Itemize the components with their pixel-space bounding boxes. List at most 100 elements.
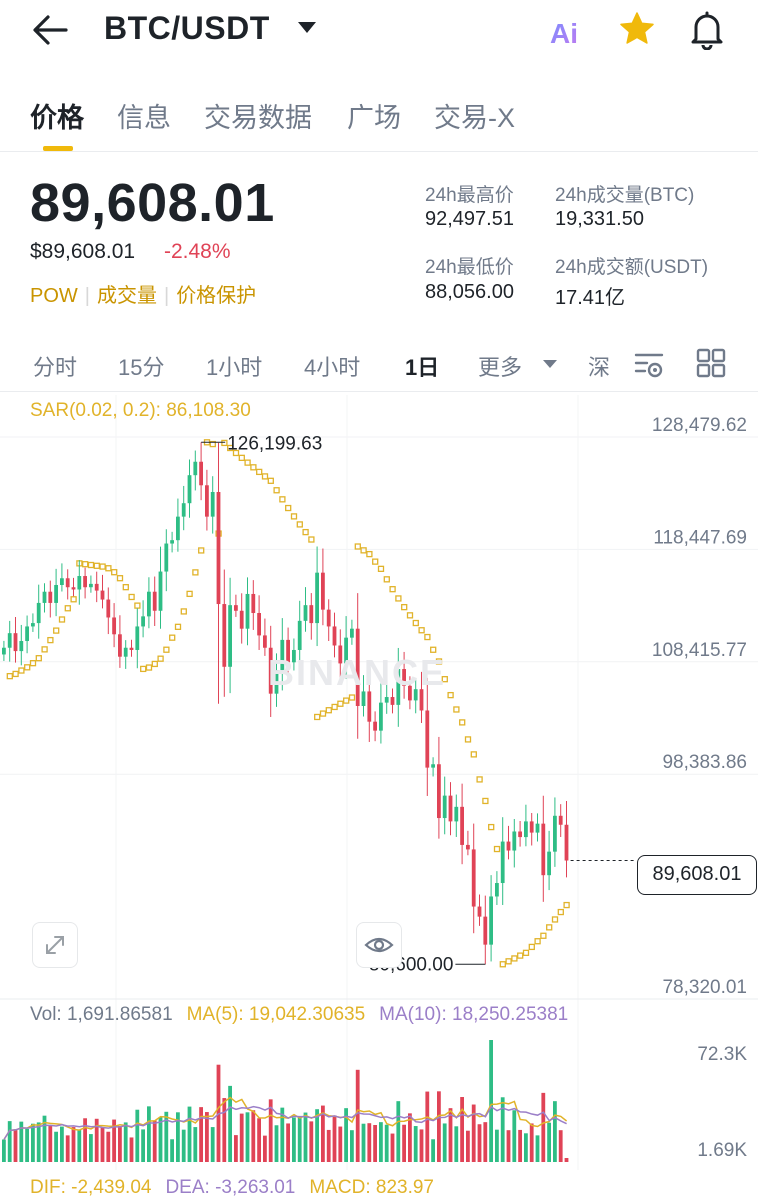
sar-dot (227, 444, 234, 452)
interval-1d[interactable]: 1日 (405, 355, 440, 380)
volume-bar (309, 1121, 314, 1162)
interval-more[interactable]: 更多 (478, 355, 523, 380)
volume-ma-lines (3, 1096, 568, 1140)
candle-body (344, 637, 348, 664)
candle-body (413, 689, 418, 701)
volume-bar (495, 1129, 499, 1162)
price-axis: 128,479.62 118,447.69 108,415.77 98,383.86 7… (652, 415, 747, 1161)
volume-bar (408, 1113, 412, 1162)
star-icon[interactable] (618, 10, 656, 48)
sar-dot (337, 700, 344, 707)
sar-dot (389, 586, 396, 593)
interval-depth[interactable]: 深 (588, 355, 611, 380)
volume-bar (535, 1135, 540, 1162)
volume-bar (257, 1118, 261, 1162)
ai-icon[interactable]: Ai (548, 14, 588, 48)
candle-body (367, 691, 372, 722)
volume-bar (141, 1129, 145, 1162)
interval-timeline[interactable]: 分时 (33, 355, 78, 380)
volume-bar (280, 1107, 285, 1162)
stat-low-value: 88,056.00 (425, 281, 514, 303)
volume-bar (512, 1110, 517, 1162)
sar-dot (557, 908, 564, 916)
candle-body (332, 626, 337, 646)
tab-square[interactable]: 广场 (347, 103, 401, 133)
sar-dot (424, 633, 431, 641)
sar-dot (290, 513, 298, 520)
interval-1h[interactable]: 1小时 (206, 355, 263, 380)
tab-trade-x[interactable]: 交易-X (434, 103, 515, 133)
last-price-label: 89,608.01 (637, 855, 757, 895)
candle-body (123, 647, 128, 657)
sar-dot (53, 627, 60, 634)
sar-dot (41, 646, 48, 653)
interval-4h[interactable]: 4小时 (304, 355, 361, 380)
price-tick: 128,479.62 (652, 415, 747, 436)
sar-dot (493, 845, 501, 853)
pair-title[interactable]: BTC/USDT (104, 10, 270, 46)
candle-body (245, 593, 250, 629)
expand-icon (46, 936, 64, 954)
candle-body (315, 572, 319, 624)
stat-low-label: 24h最低价 (425, 257, 514, 278)
tag-price-protection[interactable]: 价格保护 (176, 285, 257, 307)
volume-bar (274, 1125, 279, 1162)
sar-dot (192, 569, 199, 576)
volume-bar (13, 1129, 18, 1162)
tab-info[interactable]: 信息 (117, 103, 171, 133)
volume-bar (338, 1126, 343, 1162)
volume-bar (355, 1069, 360, 1162)
sar-dot (174, 623, 182, 630)
indicator-settings-icon[interactable] (633, 348, 665, 380)
volume-bar (106, 1131, 111, 1162)
stat-vol-btc-label: 24h成交量(BTC) (555, 185, 695, 206)
high-annotation: 126,199.63 (227, 433, 322, 454)
candle-body (321, 572, 325, 610)
fullscreen-button[interactable] (32, 922, 78, 968)
ma5-line (3, 1096, 568, 1140)
volume-bar (94, 1118, 99, 1162)
sar-dot (534, 938, 541, 945)
candle-body (170, 540, 174, 544)
volume-bar (263, 1135, 267, 1162)
layout-grid-icon[interactable] (696, 348, 726, 378)
candle-body (431, 764, 435, 768)
sar-dot (412, 619, 419, 627)
sar-dot (29, 660, 37, 667)
stat-high-value: 92,497.51 (425, 208, 514, 230)
last-price: 89,608.01 (30, 173, 275, 233)
chevron-down-icon[interactable] (543, 360, 557, 368)
sar-dot (406, 612, 414, 619)
tab-trading-data[interactable]: 交易数据 (204, 103, 312, 133)
tag-pow[interactable]: POW (30, 285, 78, 307)
back-arrow-icon[interactable] (30, 12, 70, 48)
candle-body (71, 587, 76, 590)
ma10-line (3, 1105, 567, 1140)
candle-body (48, 591, 53, 603)
sar-dot (453, 706, 460, 713)
sar-dot (24, 664, 31, 671)
sar-dot (186, 590, 193, 598)
tab-price[interactable]: 价格 (30, 103, 84, 133)
candle-body (89, 583, 93, 588)
bell-icon[interactable] (688, 10, 726, 50)
volume-bar (158, 1116, 163, 1162)
sar-dot (546, 924, 553, 931)
candle-body (518, 831, 522, 838)
ma5-value: MA(5): 19,042.30635 (186, 1004, 366, 1025)
candle-body (379, 702, 383, 731)
volume-bar (442, 1123, 447, 1162)
candle-body (216, 491, 221, 605)
eye-icon (364, 937, 394, 953)
candle-body (529, 821, 534, 833)
visibility-toggle-button[interactable] (356, 922, 402, 968)
chevron-down-icon[interactable] (298, 22, 316, 33)
tag-volume[interactable]: 成交量 (96, 285, 157, 307)
volume-bar (518, 1129, 522, 1162)
chart-grid (0, 395, 758, 1170)
active-tab-underline (43, 146, 73, 151)
interval-15m[interactable]: 15分 (118, 355, 165, 380)
volume-bar (483, 1122, 488, 1162)
candle-body (512, 831, 517, 851)
kline-chart[interactable]: 128,479.62 118,447.69 108,415.77 98,383.86 7… (0, 392, 758, 1199)
